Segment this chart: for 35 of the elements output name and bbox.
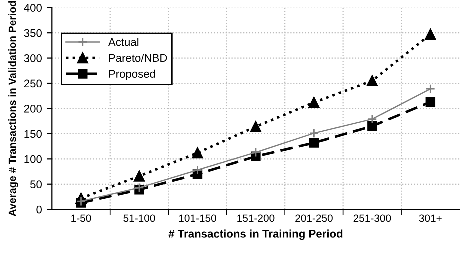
- y-tick-label: 50: [30, 180, 42, 189]
- point: [134, 170, 146, 182]
- y-tick-label: 150: [24, 130, 42, 138]
- point: [192, 148, 204, 159]
- legend-label: Actual: [108, 38, 139, 46]
- y-tick-label: 100: [24, 155, 42, 164]
- point: [425, 29, 436, 40]
- y-tick-label: 250: [24, 80, 42, 88]
- y-tick-label: 400: [24, 4, 42, 12]
- legend-label: Proposed: [109, 70, 156, 80]
- y-tick-label: 0: [36, 206, 42, 214]
- point: [366, 75, 378, 87]
- x-tick-label: 201-250: [296, 214, 333, 222]
- point: [368, 114, 378, 124]
- y-tick-label: 350: [24, 29, 42, 38]
- point: [309, 128, 320, 138]
- legend-label: Pareto/NBD: [109, 54, 168, 62]
- point: [308, 97, 320, 108]
- x-tick-label: 251-300: [354, 214, 392, 222]
- x-tick-label: 101-150: [179, 214, 216, 222]
- x-tick-label: 301+: [419, 214, 442, 222]
- x-tick-label: 1-50: [72, 214, 92, 222]
- x-axis-title: # Transactions in Training Period: [168, 230, 343, 240]
- point: [250, 121, 262, 132]
- y-tick-label: 200: [24, 104, 42, 113]
- point: [192, 165, 203, 176]
- point: [368, 122, 378, 132]
- x-tick-label: 151-200: [238, 214, 275, 222]
- point: [426, 84, 436, 94]
- point: [309, 138, 320, 148]
- point: [251, 148, 261, 158]
- x-tick-label: 51-100: [124, 214, 156, 222]
- y-axis-title: Average # Transactions in Validation Period: [8, 1, 18, 217]
- y-tick-label: 300: [24, 54, 42, 62]
- point: [426, 97, 436, 108]
